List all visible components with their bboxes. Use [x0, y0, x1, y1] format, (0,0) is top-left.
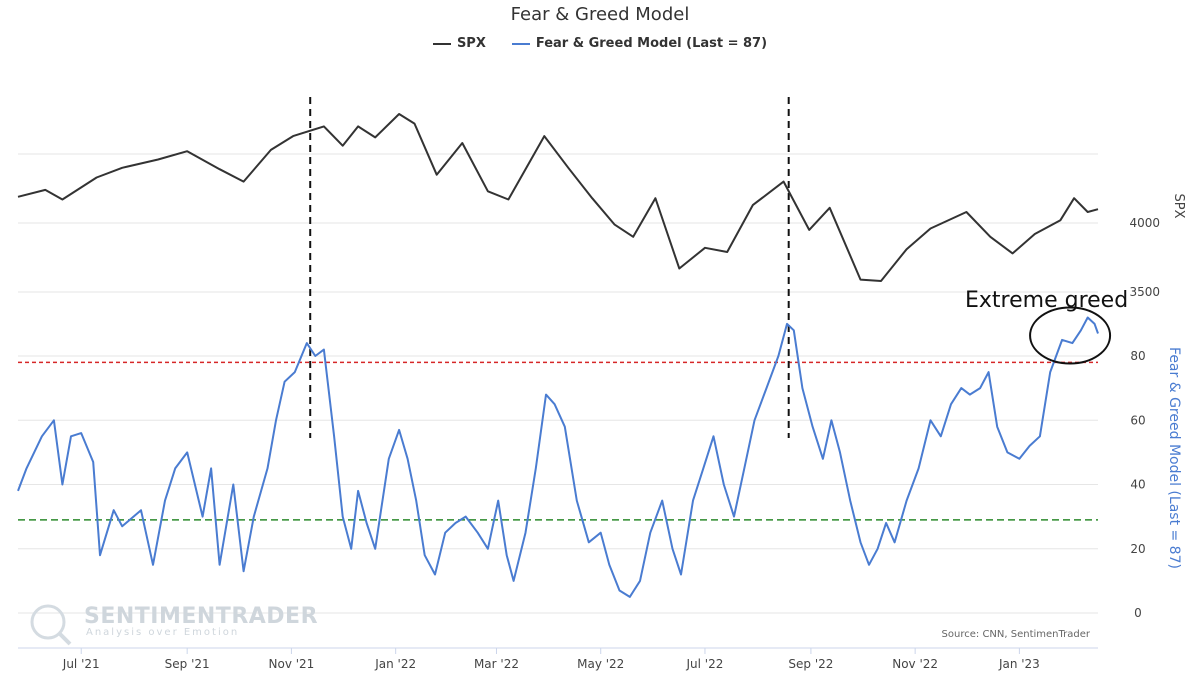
watermark-name: SENTIMENTRADER	[84, 604, 318, 629]
legend-item-spx[interactable]: SPX	[432, 36, 486, 51]
x-tick-label-1: Sep '21	[165, 657, 210, 671]
fg-axis-title: Fear & Greed Model (Last = 87)	[1166, 347, 1182, 569]
x-tick-label-8: Nov '22	[892, 657, 938, 671]
reference-lines	[18, 361, 1098, 521]
x-tick-label-0: Jul '21	[62, 657, 100, 671]
x-tick-label-2: Nov '21	[269, 657, 315, 671]
annotation-text: Extreme greed	[965, 288, 1128, 313]
legend: SPX Fear & Greed Model (Last = 87)	[0, 36, 1200, 51]
annotation-circle	[1029, 306, 1112, 365]
spx-axis-title: SPX	[1171, 194, 1186, 219]
series-lines	[17, 113, 1099, 598]
fg-tick-0: 0	[1134, 606, 1142, 620]
annotation-group: Extreme greed	[965, 288, 1128, 365]
x-tick-label-6: Jul '22	[686, 657, 724, 671]
watermark-tagline: Analysis over Emotion	[86, 627, 239, 638]
x-tick-label-9: Jan '23	[998, 657, 1040, 671]
x-axis: Jul '21 Sep '21 Nov '21 Jan '22 Mar '22 May '…	[62, 648, 1040, 671]
y-axes: 3500 4000 0 20 40 60 80 SPX Fear & Greed Model (…	[1129, 194, 1186, 621]
fg-tick-20: 20	[1130, 542, 1145, 556]
series-line-spx	[17, 113, 1099, 282]
fg-tick-80: 80	[1130, 349, 1145, 363]
fg-tick-40: 40	[1130, 478, 1145, 492]
x-tick-label-7: Sep '22	[788, 657, 833, 671]
source-note: Source: CNN, SentimenTrader	[942, 629, 1091, 640]
legend-label-fear-greed: Fear & Greed Model (Last = 87)	[535, 36, 768, 51]
event-lines	[309, 97, 790, 438]
legend-label-spx: SPX	[456, 36, 486, 51]
watermark-logo-icon	[30, 604, 66, 640]
gridlines	[18, 153, 1098, 649]
spx-tick-3500: 3500	[1129, 285, 1160, 299]
legend-swatch-spx	[432, 42, 451, 45]
fg-tick-60: 60	[1130, 413, 1145, 427]
x-tick-label-3: Jan '22	[374, 657, 416, 671]
spx-tick-4000: 4000	[1129, 216, 1160, 230]
chart-title: Fear & Greed Model	[510, 4, 690, 25]
x-tick-label-5: May '22	[577, 657, 624, 671]
series-line-fear-greed	[17, 316, 1099, 598]
x-tick-label-4: Mar '22	[474, 657, 519, 671]
legend-item-fear-greed[interactable]: Fear & Greed Model (Last = 87)	[511, 36, 768, 51]
legend-swatch-fear-greed	[511, 42, 530, 45]
watermark-logo-handle	[57, 631, 72, 646]
watermark: SENTIMENTRADER Analysis over Emotion	[30, 604, 318, 646]
